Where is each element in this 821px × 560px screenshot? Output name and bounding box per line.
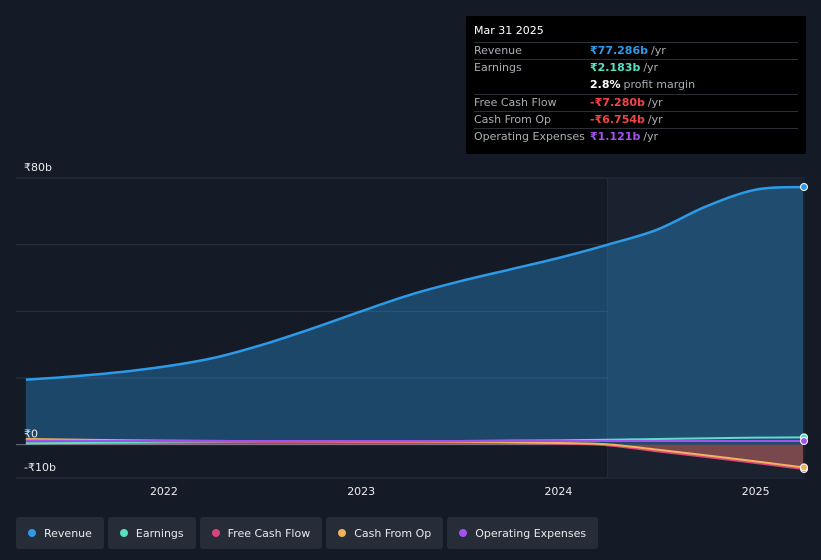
tooltip-row-label: Earnings [474,61,522,75]
y-tick-label: ₹0 [24,428,38,441]
tooltip-row-value: 2.8% [590,77,621,91]
tooltip-row: Revenue ₹77.286b/yr [474,42,798,59]
legend-dot-icon [211,529,220,537]
tooltip-row-value: -₹6.754b [590,113,645,127]
tooltip-row-label: Free Cash Flow [474,95,557,109]
chart-areas [25,187,804,469]
operating-expenses-endpoint [800,437,808,445]
x-tick-label: 2023 [347,485,375,498]
revenue-line [25,185,804,381]
tooltip-row-unit: /yr [647,113,663,127]
tooltip-row-unit: /yr [647,95,663,109]
legend-item-earnings[interactable]: Earnings [107,517,196,549]
legend-label: Operating Expenses [475,526,587,540]
y-tick-label: -₹10b [24,461,56,474]
tooltip-row: 2.8% profit margin [474,77,798,94]
series-endpoints [800,183,808,473]
tooltip-row: Earnings ₹2.183b/yr [474,59,798,76]
tooltip-row-unit: /yr [643,130,659,144]
chart-legend: Revenue Earnings Free Cash Flow Cash From O… [16,517,599,549]
tooltip-row-unit: /yr [643,61,659,75]
tooltip-row-label: Cash From Op [474,113,552,127]
legend-dot-icon [119,529,128,537]
tooltip-row-value: -₹7.280b [590,95,645,109]
x-axis-labels: 2022 2023 2024 2025 [150,485,770,498]
legend-item-cash-from-op[interactable]: Cash From Op [326,517,444,549]
tooltip-row-unit: profit margin [623,77,696,91]
legend-dot-icon [28,529,36,537]
tooltip-row: Free Cash Flow -₹7.280b/yr [474,93,798,111]
data-tooltip: Mar 31 2025 Revenue ₹77.286b/yr Earnings ₹2… [466,16,806,154]
legend-item-free-cash-flow[interactable]: Free Cash Flow [199,517,323,549]
legend-item-operating-expenses[interactable]: Operating Expenses [447,517,599,549]
tooltip-row-label [474,77,590,94]
legend-label: Cash From Op [354,526,432,540]
tooltip-row-label: Revenue [474,44,522,57]
y-axis-labels: ₹80b ₹0 -₹10b [24,161,56,474]
tooltip-row: Cash From Op -₹6.754b/yr [474,111,798,128]
legend-label: Free Cash Flow [227,526,311,540]
legend-label: Earnings [135,526,184,540]
tooltip-row-value: ₹77.286b [590,44,648,57]
y-tick-label: ₹80b [24,161,52,174]
chart-lines [25,185,804,470]
revenue-endpoint [800,183,808,191]
legend-dot-icon [338,529,347,537]
tooltip-row-value: ₹2.183b [590,61,641,75]
x-tick-label: 2025 [742,485,770,498]
tooltip-row-label: Operating Expenses [474,130,585,144]
tooltip-row: Operating Expenses ₹1.121b/yr [474,128,798,145]
revenue-area [25,187,804,445]
x-tick-label: 2024 [544,485,572,498]
legend-item-revenue[interactable]: Revenue [16,517,104,549]
tooltip-row-unit: /yr [650,44,666,57]
legend-dot-icon [459,529,468,537]
cash-from-op-endpoint [800,463,808,472]
forecast-highlight-region [607,178,805,478]
x-tick-label: 2022 [150,485,178,498]
tooltip-row-value: ₹1.121b [590,130,641,144]
tooltip-date: Mar 31 2025 [474,24,544,37]
legend-label: Revenue [44,526,92,540]
